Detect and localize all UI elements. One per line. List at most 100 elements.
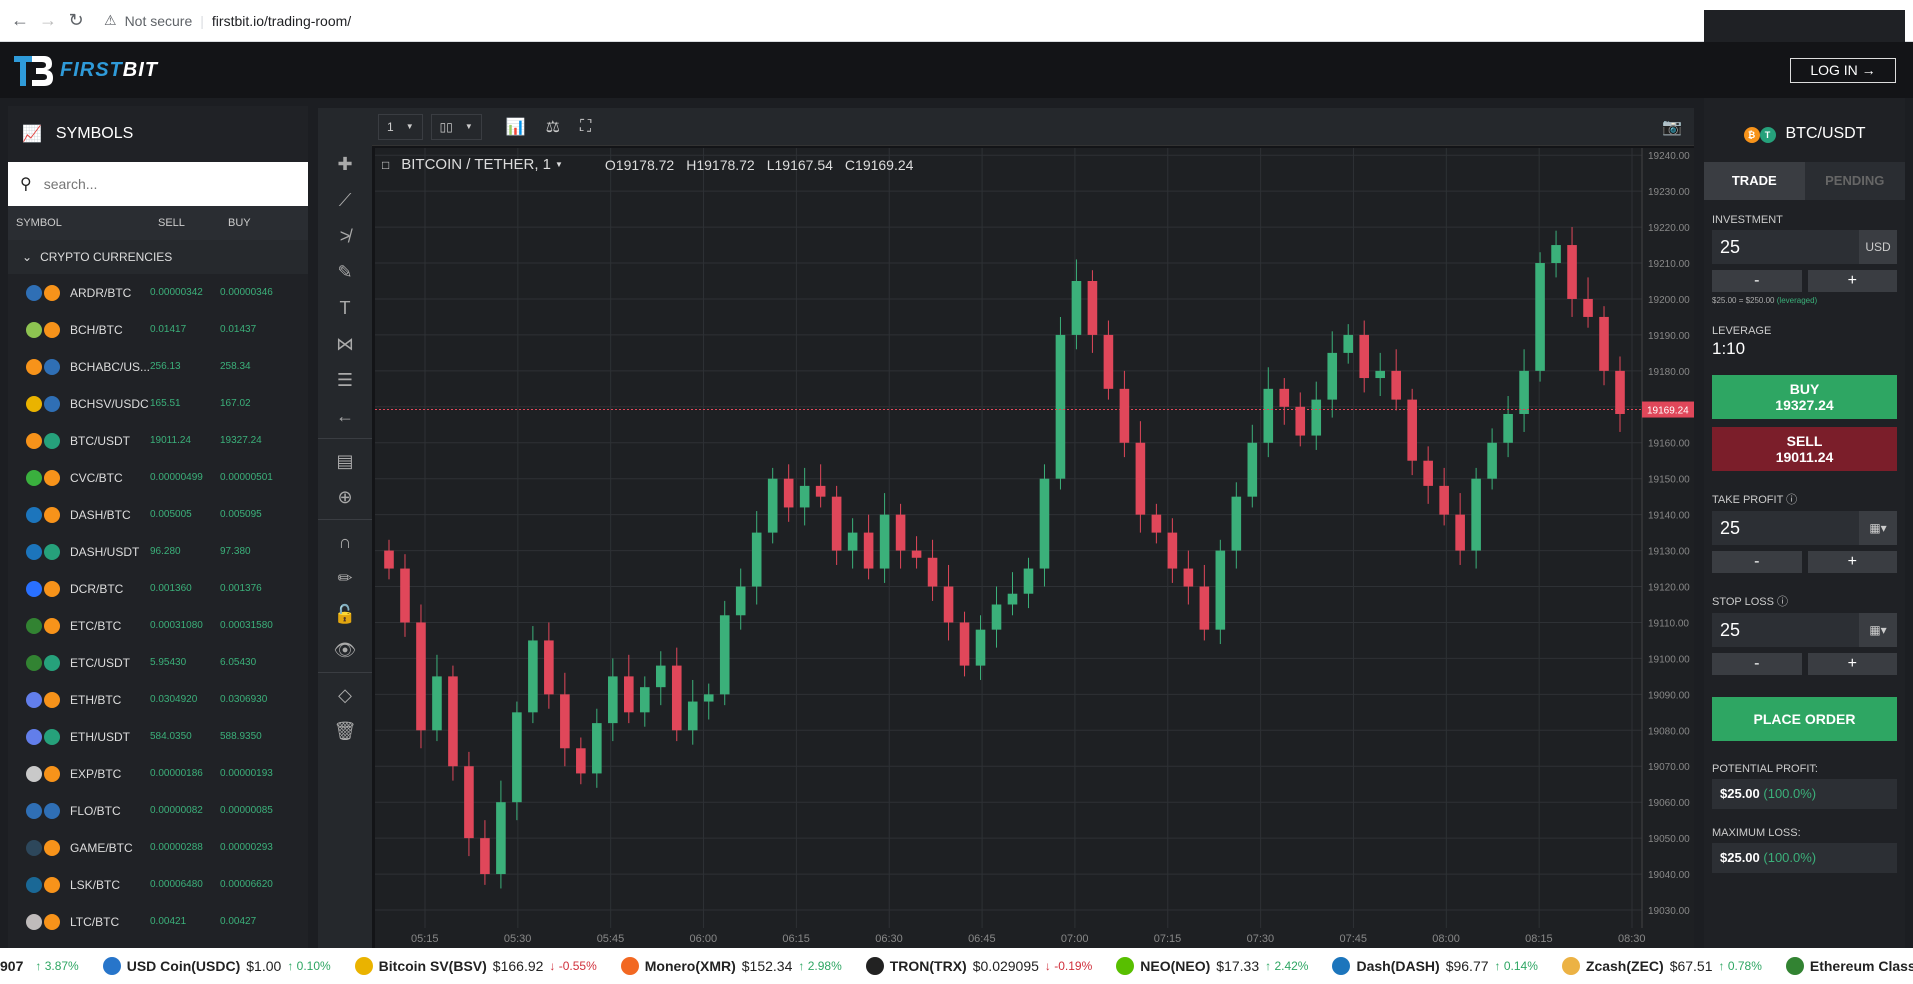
compare-icon[interactable]: ⚖ (545, 118, 561, 136)
price-tick-label: 19080.00 (1648, 726, 1690, 737)
symbol-row[interactable]: ETH/USDT 584.0350 588.9350 (8, 718, 308, 755)
forward-icon[interactable]: → (39, 10, 57, 30)
quote-coin-icon (44, 765, 60, 782)
url-text[interactable]: firstbit.io/trading-room/ (211, 12, 352, 29)
logo[interactable]: FIRSTBIT (12, 50, 158, 90)
sl-plus-button[interactable]: + (1807, 653, 1897, 675)
reload-icon[interactable]: ↻ (68, 10, 84, 30)
symbol-row[interactable]: CVC/BTC 0.00000499 0.00000501 (8, 459, 308, 496)
ticker-item[interactable]: Zcash(ZEC) $67.51 ↑ 0.78% (1561, 957, 1762, 975)
take-profit-value[interactable]: 25 (1720, 517, 1741, 538)
stop-loss-value[interactable]: 25 (1720, 619, 1741, 640)
magnet-icon[interactable]: ∩ (338, 532, 352, 552)
ticker-item[interactable]: Ethereum Classic(ETC)$ (1785, 957, 1913, 975)
symbol-row[interactable]: EXP/BTC 0.00000186 0.00000193 (8, 755, 308, 792)
price-chart[interactable]: 19240.00 19230.00 19220.00 19210.00 19200.00… (375, 148, 1694, 948)
candle-body (544, 640, 554, 695)
back-arrow-icon[interactable]: ← (336, 406, 354, 426)
place-order-button[interactable]: PLACE ORDER (1712, 697, 1897, 741)
measure-icon[interactable]: ☰ (336, 370, 354, 390)
symbol-row[interactable]: GAME/BTC 0.00000288 0.00000293 (8, 829, 308, 866)
eye-icon[interactable]: 👁 (333, 640, 357, 660)
symbol-row[interactable]: ETH/BTC 0.0304920 0.0306930 (8, 681, 308, 718)
symbol-row[interactable]: LSK/BTC 0.00006480 0.00006620 (8, 866, 308, 903)
candle-body (560, 694, 570, 749)
text-tool-icon[interactable]: T (339, 298, 351, 318)
info-icon[interactable]: ⓘ (1777, 596, 1789, 608)
back-icon[interactable]: ← (11, 10, 29, 30)
sl-minus-button[interactable]: - (1712, 653, 1802, 675)
stop-loss-input[interactable]: 25 ▦▾ (1712, 613, 1897, 647)
candlestick-chart[interactable]: 19240.00 19230.00 19220.00 19210.00 19200.00… (375, 148, 1694, 948)
symbol-row[interactable]: DASH/BTC 0.005005 0.005095 (8, 496, 308, 533)
logo-first: FIRST (60, 58, 123, 81)
ticker-item[interactable]: NEO(NEO) $17.33 ↑ 2.42% (1116, 957, 1308, 975)
investment-minus-button[interactable]: - (1712, 270, 1802, 292)
fullscreen-icon[interactable]: ⛶ (580, 117, 592, 135)
symbol-row[interactable]: BCHABC/US... 256.13 258.34 (8, 348, 308, 385)
symbols-title: SYMBOLS (55, 125, 134, 142)
tab-pending[interactable]: PENDING (1804, 162, 1905, 200)
candle-body (1551, 245, 1561, 264)
lock-drawing-icon[interactable]: ✏ (337, 568, 353, 588)
indicators-icon[interactable]: 📊 (505, 118, 526, 136)
tp-mode-select[interactable]: ▦▾ (1859, 511, 1897, 545)
camera-icon[interactable]: 📷 (1662, 118, 1682, 136)
crosshair-icon[interactable]: ✚ (337, 154, 353, 174)
symbol-buy: 0.00000293 (220, 842, 273, 853)
tab-trade[interactable]: TRADE (1704, 162, 1805, 200)
ticker-item[interactable]: 907 ↑ 3.87% (0, 958, 79, 974)
layers-icon[interactable]: ◇ (338, 685, 352, 705)
ticker-item[interactable]: Bitcoin SV(BSV) $166.92 ↓ -0.55% (354, 957, 597, 975)
unlock-icon[interactable]: 🔓 (333, 604, 357, 624)
symbol-sell: 96.280 (150, 546, 181, 557)
pattern-icon[interactable]: ⋈ (336, 334, 354, 354)
search-input[interactable] (43, 176, 264, 192)
take-profit-input[interactable]: 25 ▦▾ (1712, 511, 1897, 545)
investment-plus-button[interactable]: + (1807, 270, 1897, 292)
symbol-row[interactable]: ETC/USDT 5.95430 6.05430 (8, 644, 308, 681)
candle-body (767, 478, 778, 533)
chart-type-select[interactable]: ▯▯ ▼ (430, 113, 482, 140)
symbol-row[interactable]: BTC/USDT 19011.24 19327.24 (8, 422, 308, 459)
ruler-icon[interactable]: ▤ (336, 451, 354, 471)
symbol-row[interactable]: ETC/BTC 0.00031080 0.00031580 (8, 607, 308, 644)
symbol-row[interactable]: DASH/USDT 96.280 97.380 (8, 533, 308, 570)
chevron-down-icon: ⌄ (22, 250, 33, 264)
symbol-row[interactable]: BCHSV/USDC 165.51 167.02 (8, 385, 308, 422)
investment-input[interactable]: 25 USD (1712, 230, 1897, 264)
zoom-in-icon[interactable]: ⊕ (337, 487, 353, 507)
candle-body (1471, 478, 1481, 551)
sl-mode-select[interactable]: ▦▾ (1859, 613, 1897, 647)
trend-line-icon[interactable]: ⟋ (338, 190, 352, 210)
tp-plus-button[interactable]: + (1807, 551, 1897, 573)
trash-icon[interactable]: 🗑 (333, 721, 357, 741)
symbol-row[interactable]: FLO/BTC 0.00000082 0.00000085 (8, 792, 308, 829)
sell-button[interactable]: SELL 19011.24 (1712, 427, 1897, 471)
ticker-item[interactable]: Dash(DASH) $96.77 ↑ 0.14% (1332, 957, 1538, 975)
buy-button[interactable]: BUY 19327.24 (1712, 375, 1897, 419)
pitchfork-icon[interactable]: ≯ (339, 226, 351, 246)
quote-coin-icon (44, 284, 60, 301)
candle-body (687, 701, 698, 731)
symbol-sell: 256.13 (150, 361, 181, 372)
symbol-row[interactable]: LTC/BTC 0.00421 0.00427 (8, 903, 308, 940)
category-crypto[interactable]: ⌄ CRYPTO CURRENCIES (8, 240, 308, 274)
symbol-row[interactable]: DCR/BTC 0.001360 0.001376 (8, 570, 308, 607)
ticker-item[interactable]: Monero(XMR) $152.34 ↑ 2.98% (620, 957, 842, 975)
interval-select[interactable]: 1 ▼ (378, 113, 423, 140)
investment-value[interactable]: 25 (1720, 236, 1741, 257)
legend-high: H19178.72 (686, 156, 755, 173)
ticker-item[interactable]: TRON(TRX) $0.029095 ↓ -0.19% (865, 957, 1092, 975)
login-button[interactable]: LOG IN → (1790, 58, 1896, 83)
candle-body (1487, 442, 1497, 479)
symbol-row[interactable]: BCH/BTC 0.01417 0.01437 (8, 311, 308, 348)
brush-icon[interactable]: ✎ (337, 262, 353, 282)
legend-collapse-icon[interactable]: □ (382, 157, 390, 172)
info-icon[interactable]: ⓘ (1786, 494, 1798, 506)
address-bar[interactable]: ⚠ Not secure | firstbit.io/trading-room/ (104, 12, 351, 29)
tp-minus-button[interactable]: - (1712, 551, 1802, 573)
symbol-row[interactable]: ARDR/BTC 0.00000342 0.00000346 (8, 274, 308, 311)
ticker-item[interactable]: USD Coin(USDC) $1.00 ↑ 0.10% (102, 957, 331, 975)
legend-symbol[interactable]: BITCOIN / TETHER, 1 (401, 156, 551, 173)
